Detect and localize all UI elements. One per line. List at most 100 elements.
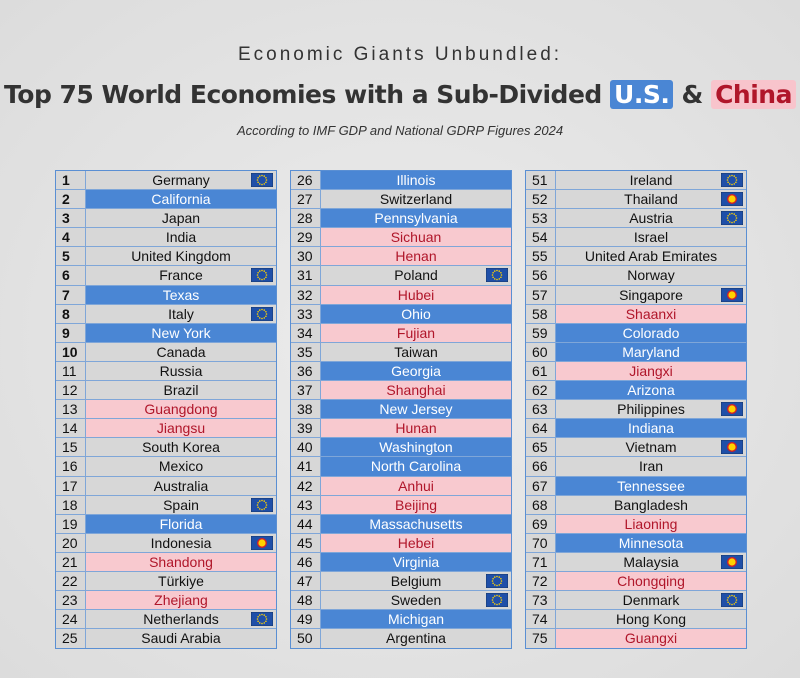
table-row: 67 Tennessee bbox=[526, 476, 746, 496]
economy-name: Texas bbox=[86, 285, 276, 304]
table-row: 18 Spain bbox=[56, 495, 276, 515]
economy-name: Netherlands bbox=[86, 610, 276, 629]
economy-name: Denmark bbox=[556, 591, 746, 610]
economy-name: Beijing bbox=[321, 495, 511, 514]
table-row: 19 Florida bbox=[56, 514, 276, 534]
table-row: 72 Chongqing bbox=[526, 571, 746, 592]
rank: 40 bbox=[291, 438, 321, 457]
rank: 60 bbox=[526, 342, 556, 361]
economy-name: Spain bbox=[86, 495, 276, 514]
rank: 55 bbox=[526, 247, 556, 266]
table-row: 1 Germany bbox=[56, 171, 276, 191]
rank: 1 bbox=[56, 171, 86, 190]
rank: 37 bbox=[291, 381, 321, 400]
economy-name: South Korea bbox=[86, 438, 276, 457]
economy-name: Arizona bbox=[556, 381, 746, 400]
asean-flag bbox=[721, 554, 743, 569]
rank: 21 bbox=[56, 552, 86, 571]
rank: 26 bbox=[291, 171, 321, 190]
economy-name: Hebei bbox=[321, 533, 511, 552]
rank: 67 bbox=[526, 476, 556, 495]
table-row: 41 North Carolina bbox=[291, 457, 511, 477]
table-row: 68 Bangladesh bbox=[526, 495, 746, 515]
table-row: 42 Anhui bbox=[291, 476, 511, 496]
table-row: 10 Canada bbox=[56, 342, 276, 362]
table-row: 49 Michigan bbox=[291, 610, 511, 630]
economy-name: Massachusetts bbox=[321, 514, 511, 533]
table-row: 60 Maryland bbox=[526, 342, 746, 362]
asean-flag bbox=[721, 192, 743, 207]
rank: 71 bbox=[526, 552, 556, 571]
table-row: 7 Texas bbox=[56, 285, 276, 305]
rank: 75 bbox=[526, 629, 556, 649]
eu-flag bbox=[486, 268, 508, 283]
rank: 49 bbox=[291, 610, 321, 629]
table-row: 47 Belgium bbox=[291, 571, 511, 592]
rank: 38 bbox=[291, 400, 321, 419]
economy-name: Chongqing bbox=[556, 571, 746, 591]
table-row: 21 Shandong bbox=[56, 552, 276, 572]
economy-name: Michigan bbox=[321, 610, 511, 629]
economy-name: Sweden bbox=[321, 591, 511, 610]
rank: 58 bbox=[526, 304, 556, 323]
table-row: 31 Poland bbox=[291, 266, 511, 286]
rank: 31 bbox=[291, 266, 321, 285]
economy-name: Sichuan bbox=[321, 228, 511, 247]
economy-name: Shaanxi bbox=[556, 304, 746, 323]
eu-flag bbox=[251, 612, 273, 627]
rank: 72 bbox=[526, 571, 556, 591]
table-row: 63 Philippines bbox=[526, 400, 746, 420]
rank: 18 bbox=[56, 495, 86, 514]
table-row: 50 Argentina bbox=[291, 629, 511, 649]
rank: 16 bbox=[56, 457, 86, 476]
economy-name: Vietnam bbox=[556, 438, 746, 457]
rank: 65 bbox=[526, 438, 556, 457]
table-row: 73 Denmark bbox=[526, 591, 746, 611]
economy-name: Brazil bbox=[86, 381, 276, 400]
economy-name: Pennsylvania bbox=[321, 209, 511, 228]
economy-name: Virginia bbox=[321, 552, 511, 571]
rank: 24 bbox=[56, 610, 86, 629]
economy-name: Taiwan bbox=[321, 342, 511, 361]
table-row: 58 Shaanxi bbox=[526, 304, 746, 324]
rank: 2 bbox=[56, 190, 86, 209]
economy-name: Russia bbox=[86, 361, 276, 381]
rank: 51 bbox=[526, 171, 556, 190]
eu-flag bbox=[721, 173, 743, 187]
economy-name: Thailand bbox=[556, 190, 746, 209]
economy-name: Shandong bbox=[86, 552, 276, 571]
economy-name: New York bbox=[86, 323, 276, 342]
economy-name: Maryland bbox=[556, 342, 746, 361]
table-row: 53 Austria bbox=[526, 209, 746, 229]
table-row: 54 Israel bbox=[526, 228, 746, 248]
eu-flag bbox=[721, 593, 743, 608]
rank: 4 bbox=[56, 228, 86, 247]
asean-flag bbox=[721, 402, 743, 417]
table-row: 38 New Jersey bbox=[291, 400, 511, 420]
table-row: 35 Taiwan bbox=[291, 342, 511, 362]
table-row: 48 Sweden bbox=[291, 591, 511, 611]
eu-flag bbox=[721, 211, 743, 226]
economy-name: France bbox=[86, 266, 276, 285]
table-row: 4 India bbox=[56, 228, 276, 248]
rank: 63 bbox=[526, 400, 556, 419]
table-row: 17 Australia bbox=[56, 476, 276, 496]
economy-name: Argentina bbox=[321, 629, 511, 649]
table-row: 75 Guangxi bbox=[526, 629, 746, 649]
table-row: 46 Virginia bbox=[291, 552, 511, 572]
economy-name: Jiangxi bbox=[556, 361, 746, 381]
economy-name: Hunan bbox=[321, 419, 511, 438]
economy-name: Florida bbox=[86, 514, 276, 533]
table-row: 6 France bbox=[56, 266, 276, 286]
economy-name: Japan bbox=[86, 209, 276, 228]
economy-name: Philippines bbox=[556, 400, 746, 419]
table-row: 23 Zhejiang bbox=[56, 591, 276, 611]
table-row: 2 California bbox=[56, 190, 276, 210]
eu-flag bbox=[251, 497, 273, 512]
rank: 6 bbox=[56, 266, 86, 285]
rank: 69 bbox=[526, 514, 556, 533]
economy-name: Indonesia bbox=[86, 533, 276, 552]
rank: 56 bbox=[526, 266, 556, 285]
table-row: 33 Ohio bbox=[291, 304, 511, 324]
table-row: 5 United Kingdom bbox=[56, 247, 276, 267]
